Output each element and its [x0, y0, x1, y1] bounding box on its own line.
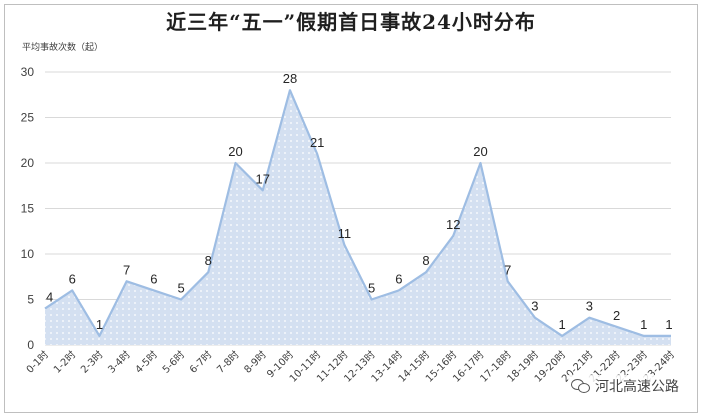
data-label: 7: [123, 262, 130, 277]
data-label: 6: [150, 271, 157, 286]
x-tick-label: 5-6时: [160, 349, 187, 376]
x-tick-label: 7-8时: [215, 349, 242, 376]
data-label: 4: [46, 290, 53, 305]
x-tick-label: 1-2时: [51, 349, 78, 376]
y-axis-label: 平均事故次数（起）: [22, 43, 104, 53]
y-tick-label: 30: [21, 65, 35, 79]
data-label: 1: [665, 317, 672, 332]
data-label: 28: [283, 71, 297, 86]
area-series: [44, 89, 671, 345]
chart-title: 近三年“五一”假期首日事故24小时分布: [166, 10, 536, 34]
data-label: 17: [256, 171, 270, 186]
data-label: 8: [205, 253, 212, 268]
data-label: 7: [504, 262, 511, 277]
y-tick-label: 5: [27, 293, 34, 307]
data-label: 21: [310, 135, 324, 150]
x-tick-label: 0-1时: [24, 349, 51, 376]
x-tick-label: 4-5时: [133, 349, 160, 376]
watermark: 河北高速公路: [568, 375, 682, 397]
data-label: 6: [395, 271, 402, 286]
data-label: 11: [338, 226, 352, 241]
data-label: 1: [96, 317, 103, 332]
x-tick-label: 3-4时: [106, 349, 133, 376]
data-label: 1: [559, 317, 566, 332]
watermark-text: 河北高速公路: [595, 379, 679, 395]
y-tick-label: 15: [21, 202, 35, 216]
y-axis-ticks: 0 5 10 15 20 25 30: [21, 65, 35, 352]
data-label: 3: [531, 299, 538, 314]
data-label: 20: [473, 144, 487, 159]
data-label: 3: [586, 299, 593, 314]
data-label: 5: [177, 281, 184, 296]
data-label: 1: [640, 317, 647, 332]
data-label: 8: [422, 253, 429, 268]
data-label: 6: [69, 271, 76, 286]
y-tick-label: 25: [21, 111, 35, 125]
y-tick-label: 0: [27, 338, 34, 352]
data-label: 20: [228, 144, 242, 159]
x-tick-label: 2-3时: [78, 349, 105, 376]
data-label: 2: [613, 308, 620, 323]
data-label: 5: [368, 281, 375, 296]
wechat-icon: [571, 378, 591, 394]
y-tick-label: 10: [21, 247, 35, 261]
area-fill: [45, 90, 671, 345]
data-label: 12: [446, 217, 460, 232]
area-line: [44, 89, 671, 337]
y-tick-label: 20: [21, 156, 35, 170]
x-tick-label: 6-7时: [187, 349, 214, 376]
